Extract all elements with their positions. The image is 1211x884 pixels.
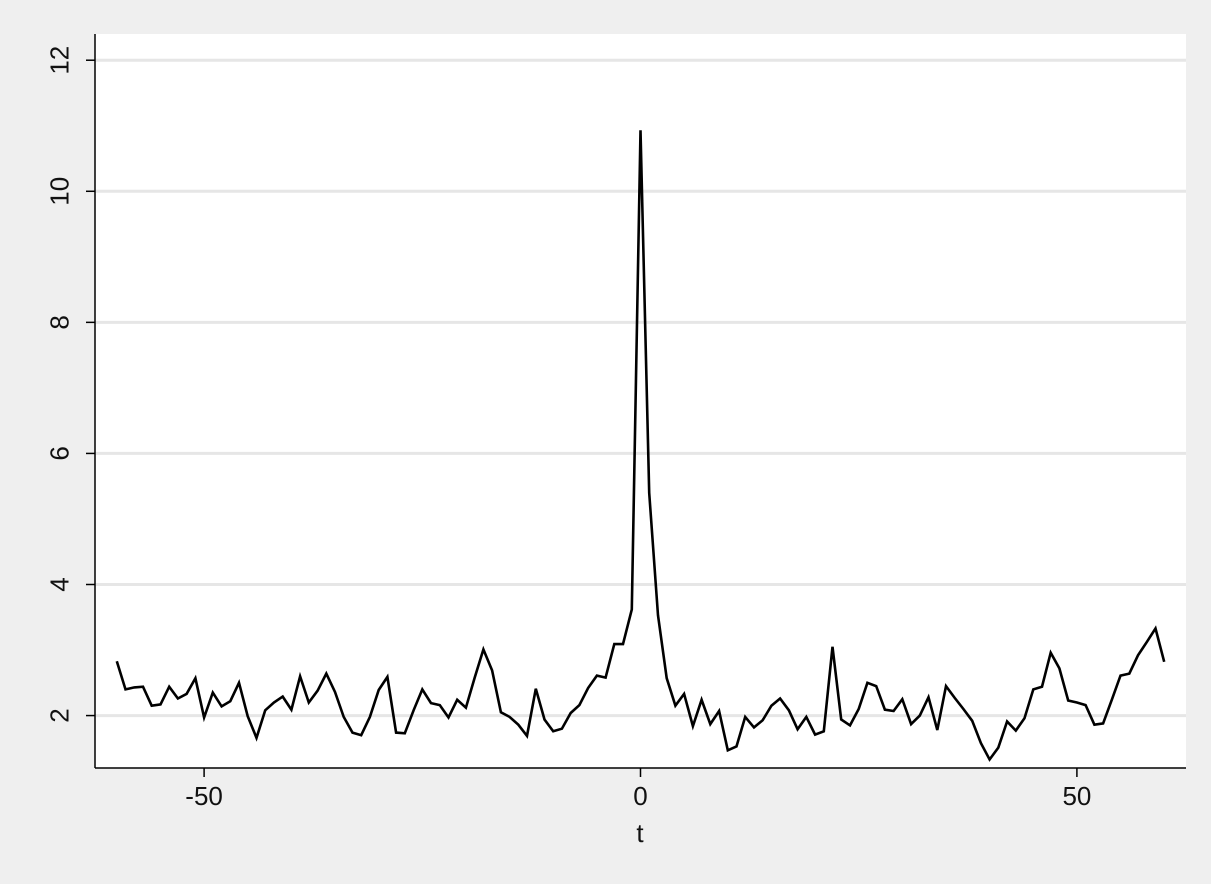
- y-tick-label-6: 6: [44, 446, 74, 460]
- y-tick-label-4: 4: [44, 577, 74, 591]
- axes: [86, 34, 1186, 777]
- y-tick-label-8: 8: [44, 315, 74, 329]
- series-line-0: [115, 130, 1166, 762]
- tick-labels: 2 4 6 8 10 12 -50 0 50: [44, 46, 1091, 811]
- y-tick-label-10: 10: [44, 177, 74, 206]
- y-tick-label-12: 12: [44, 46, 74, 75]
- grid-lines: [95, 58, 1186, 718]
- x-axis-title: t: [636, 818, 644, 848]
- x-tick-label-50: 50: [1062, 781, 1091, 811]
- x-tick-label--50: -50: [185, 781, 223, 811]
- x-tick-label-0: 0: [633, 781, 647, 811]
- y-tick-label-2: 2: [44, 708, 74, 722]
- series-layer: [115, 130, 1166, 762]
